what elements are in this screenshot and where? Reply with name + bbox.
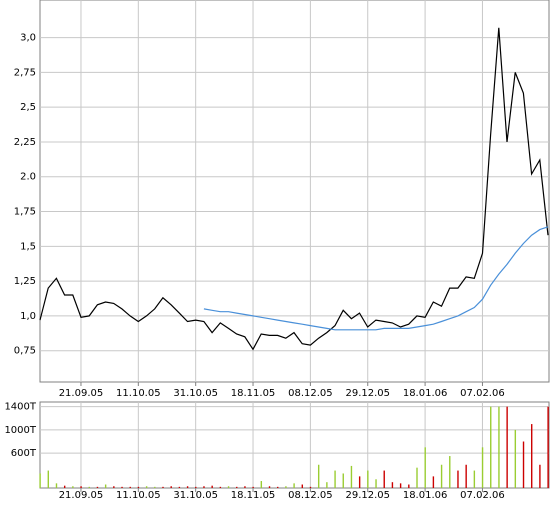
x-tick-label: 29.12.05 xyxy=(345,490,390,501)
y-tick-label: 1,75 xyxy=(14,207,36,218)
volume-bar xyxy=(47,470,49,488)
x-tick-label: 07.02.06 xyxy=(460,490,505,501)
volume-bar xyxy=(358,476,361,488)
x-tick-label: 11.10.05 xyxy=(116,388,161,399)
volume-bar xyxy=(440,464,443,488)
x-tick-label: 18.01.06 xyxy=(403,388,448,399)
volume-bar xyxy=(531,424,533,488)
volume-bar xyxy=(481,447,484,488)
volume-bar xyxy=(416,467,418,488)
x-tick-label: 31.10.05 xyxy=(173,388,218,399)
volume-bar xyxy=(219,486,222,488)
x-tick-label: 18.11.05 xyxy=(231,490,276,501)
volume-bar xyxy=(252,486,254,488)
volume-bar xyxy=(293,483,295,488)
y-tick-label: 1,5 xyxy=(20,241,36,252)
volume-bar xyxy=(113,486,115,488)
x-tick-label: 11.10.05 xyxy=(116,490,161,501)
volume-bar xyxy=(490,406,492,488)
volume-bar xyxy=(121,486,123,488)
y-tick-label: 0,75 xyxy=(14,346,36,357)
volume-bar xyxy=(408,484,410,488)
volume-bar xyxy=(375,479,377,488)
volume-bar xyxy=(162,486,164,488)
x-tick-label: 18.11.05 xyxy=(231,388,276,399)
volume-bar xyxy=(432,476,435,488)
volume-bar xyxy=(383,470,385,488)
volume-bar xyxy=(244,486,246,488)
volume-bar xyxy=(301,484,303,488)
volume-bar xyxy=(104,484,107,488)
volume-bar xyxy=(367,470,369,488)
volume-bar xyxy=(268,486,271,488)
y-tick-label: 2,75 xyxy=(14,67,36,78)
volume-bar xyxy=(522,441,525,488)
y-tick-label: 1400T xyxy=(4,402,36,413)
x-tick-label: 21.09.05 xyxy=(59,490,104,501)
x-tick-label: 31.10.05 xyxy=(173,490,218,501)
volume-bar xyxy=(227,486,230,488)
volume-bar xyxy=(539,464,541,488)
y-tick-label: 2,5 xyxy=(20,102,36,113)
volume-bar xyxy=(334,470,336,488)
volume-bar xyxy=(236,486,238,488)
x-tick-label: 08.12.05 xyxy=(288,388,333,399)
volume-bar xyxy=(326,482,328,488)
volume-bar xyxy=(449,456,451,488)
volume-bar xyxy=(211,485,213,488)
volume-bar xyxy=(39,473,41,488)
volume-bar xyxy=(178,486,181,488)
volume-bar xyxy=(547,406,549,488)
y-tick-label: 600T xyxy=(11,448,37,459)
volume-bar xyxy=(391,482,394,488)
volume-bar xyxy=(317,464,320,488)
volume-bar xyxy=(506,406,508,488)
volume-bar xyxy=(457,470,459,488)
price-line xyxy=(203,226,549,331)
x-tick-label: 18.01.06 xyxy=(403,490,448,501)
x-tick-label: 07.02.06 xyxy=(460,388,505,399)
volume-bar xyxy=(342,473,344,488)
x-tick-label: 08.12.05 xyxy=(288,490,333,501)
volume-bar xyxy=(154,486,156,488)
volume-bar xyxy=(498,406,500,488)
volume-bar xyxy=(285,486,287,488)
volume-bar xyxy=(260,481,263,488)
y-tick-label: 1000T xyxy=(4,425,36,436)
y-tick-label: 1,0 xyxy=(20,311,36,322)
volume-bar xyxy=(137,486,140,488)
volume-bar xyxy=(350,465,353,488)
volume-bar xyxy=(465,464,467,488)
volume-bar xyxy=(399,483,402,488)
volume-bar xyxy=(424,447,426,488)
x-tick-label: 29.12.05 xyxy=(345,388,390,399)
volume-bar xyxy=(129,486,131,488)
plot-area xyxy=(39,0,550,383)
volume-bar xyxy=(203,486,205,488)
volume-bar xyxy=(63,485,66,488)
volume-bar xyxy=(514,429,517,488)
x-tick-label: 21.09.05 xyxy=(59,388,104,399)
volume-bar xyxy=(88,486,90,488)
volume-bar xyxy=(80,486,82,488)
volume-bar xyxy=(145,486,148,488)
y-tick-label: 1,25 xyxy=(14,276,36,287)
volume-bar xyxy=(195,486,197,488)
volume-bar xyxy=(309,486,312,488)
plot-area xyxy=(39,401,550,489)
volume-bar xyxy=(186,486,189,488)
y-tick-label: 2.0 xyxy=(20,172,36,183)
volume-bar xyxy=(72,486,74,488)
volume-bar xyxy=(170,486,172,488)
volume-bar xyxy=(473,470,476,488)
volume-bar xyxy=(55,483,58,488)
volume-bar xyxy=(277,486,279,488)
y-tick-label: 3,0 xyxy=(20,33,36,44)
price-line xyxy=(39,27,549,351)
y-tick-label: 2,25 xyxy=(14,137,36,148)
volume-bar xyxy=(96,486,99,488)
